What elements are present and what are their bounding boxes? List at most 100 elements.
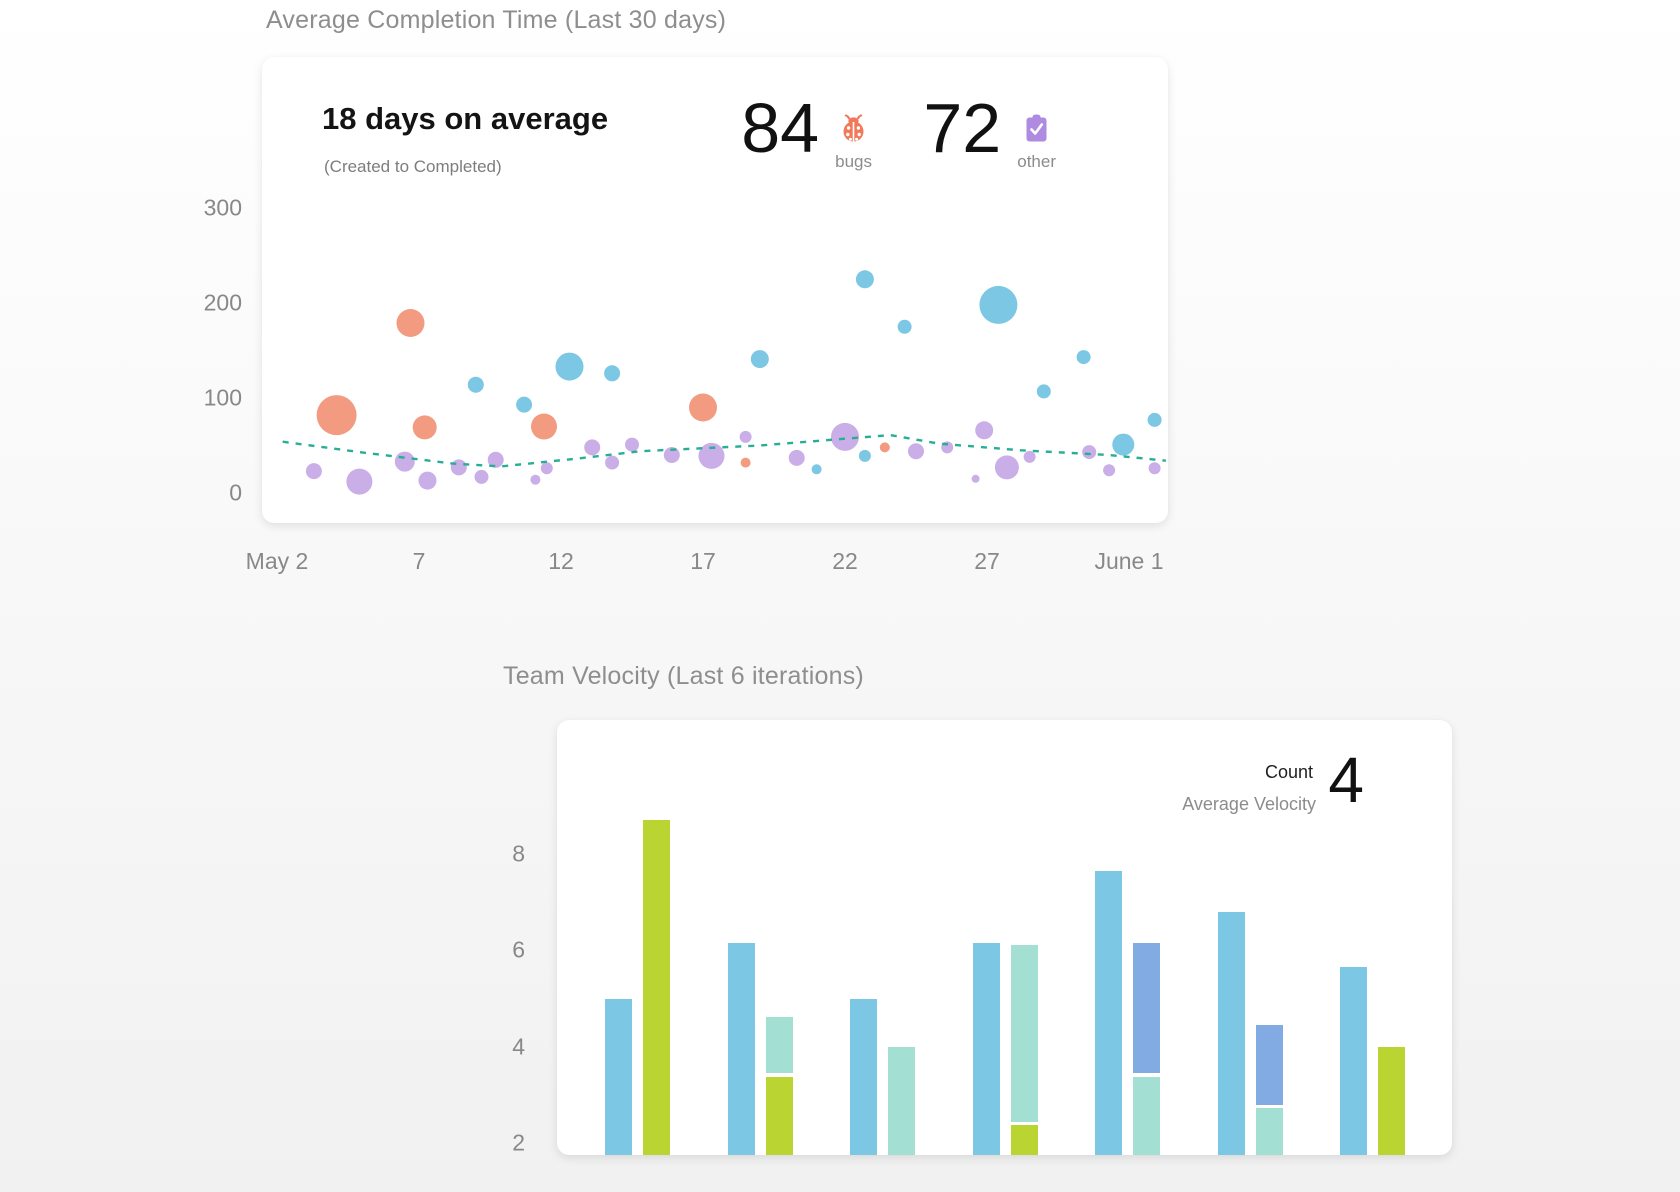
bubble-other[interactable]	[831, 422, 859, 451]
bubble-other[interactable]	[540, 462, 553, 475]
bubble-other[interactable]	[584, 439, 601, 456]
other-stat: 72 other	[923, 93, 1056, 172]
velocity-bar-segment-teal[interactable]	[888, 1046, 915, 1155]
bugs-count: 84	[741, 89, 820, 167]
completion-x-tick: May 2	[245, 548, 309, 574]
bubble-unlabeled-blue[interactable]	[811, 464, 822, 475]
velocity-bar-segment-blue[interactable]	[850, 998, 877, 1155]
bubble-other[interactable]	[908, 443, 924, 460]
completion-subtitle: (Created to Completed)	[324, 157, 502, 176]
trend-line	[282, 433, 1167, 468]
bubble-other[interactable]	[1082, 445, 1097, 460]
velocity-average-value: 4	[1328, 744, 1364, 816]
completion-x-tick: June 1	[1094, 548, 1164, 574]
bubble-other[interactable]	[698, 442, 725, 469]
velocity-bar-segment-teal[interactable]	[1010, 945, 1038, 1122]
bubble-other[interactable]	[1023, 450, 1036, 463]
velocity-bar-segment-lime[interactable]	[765, 1077, 793, 1155]
bubble-bugs[interactable]	[689, 393, 717, 422]
bubble-unlabeled-blue[interactable]	[897, 319, 912, 334]
velocity-bar-segment-blue[interactable]	[1217, 911, 1245, 1155]
bubble-other[interactable]	[305, 463, 322, 480]
velocity-count-label: Count	[1264, 762, 1313, 782]
clipboard-check-icon	[1024, 113, 1049, 148]
bubble-bugs[interactable]	[531, 413, 557, 440]
completion-y-tick: 200	[203, 289, 242, 316]
bubble-other[interactable]	[625, 437, 639, 452]
velocity-bar-segment-lime[interactable]	[1378, 1046, 1405, 1155]
bubble-other[interactable]	[394, 451, 415, 472]
bubble-other[interactable]	[739, 430, 752, 443]
bubble-unlabeled-blue[interactable]	[858, 449, 871, 462]
velocity-bar-segment-periwinkle[interactable]	[1255, 1025, 1283, 1105]
velocity-bar-segment-blue[interactable]	[1095, 870, 1122, 1155]
bubble-other[interactable]	[971, 474, 980, 483]
completion-x-tick: 27	[974, 548, 1000, 574]
completion-bubble-chart[interactable]	[262, 57, 1168, 523]
velocity-bar-segment-lime[interactable]	[643, 819, 670, 1155]
completion-x-tick: 12	[548, 548, 574, 574]
velocity-y-tick: 4	[512, 1033, 525, 1060]
velocity-bar-segment-teal[interactable]	[1133, 1077, 1160, 1155]
velocity-bar-segment-blue[interactable]	[972, 943, 1000, 1155]
completion-headline: 18 days on average	[322, 101, 609, 136]
bubble-other[interactable]	[788, 449, 805, 466]
bubble-other[interactable]	[663, 447, 680, 463]
completion-y-tick: 0	[229, 479, 242, 506]
bubble-bugs[interactable]	[412, 415, 437, 440]
other-label: other	[1017, 152, 1056, 171]
bubble-bugs[interactable]	[879, 442, 890, 453]
velocity-bar-segment-blue[interactable]	[1340, 967, 1367, 1155]
bubble-other[interactable]	[346, 468, 373, 495]
velocity-bar-chart[interactable]	[557, 720, 1452, 1155]
completion-widget-title: Average Completion Time (Last 30 days)	[266, 6, 727, 34]
velocity-bar-segment-teal[interactable]	[1255, 1108, 1283, 1155]
bugs-stat: 84	[741, 93, 872, 172]
completion-x-axis: May 2 7 12 17 22 27 June 1	[246, 548, 1168, 578]
velocity-widget-title: Team Velocity (Last 6 iterations)	[503, 662, 864, 690]
velocity-bar-segment-blue[interactable]	[727, 943, 755, 1155]
other-count: 72	[923, 89, 1002, 167]
bubble-unlabeled-blue[interactable]	[555, 352, 584, 381]
velocity-y-tick: 2	[512, 1129, 525, 1156]
bubble-unlabeled-blue[interactable]	[516, 396, 533, 413]
bubble-other[interactable]	[530, 474, 541, 485]
bubble-other[interactable]	[1103, 464, 1116, 477]
ladybug-icon	[840, 113, 867, 148]
completion-time-widget[interactable]: 18 days on average (Created to Completed…	[262, 57, 1168, 523]
velocity-bar-segment-periwinkle[interactable]	[1133, 943, 1160, 1074]
bubble-unlabeled-blue[interactable]	[979, 285, 1018, 324]
bubble-other[interactable]	[605, 455, 620, 470]
velocity-average-label: Average Velocity	[1182, 794, 1316, 814]
velocity-bar-segment-blue[interactable]	[605, 998, 632, 1155]
completion-x-tick: 7	[412, 548, 426, 574]
bubble-other[interactable]	[450, 459, 467, 476]
completion-y-tick: 300	[203, 194, 242, 221]
completion-y-tick: 100	[203, 384, 242, 411]
completion-x-tick: 22	[832, 548, 858, 574]
bubble-unlabeled-blue[interactable]	[604, 365, 621, 382]
bubble-unlabeled-blue[interactable]	[1076, 350, 1091, 365]
bubble-other[interactable]	[1148, 462, 1161, 475]
bubble-bugs[interactable]	[316, 395, 357, 436]
bubble-unlabeled-blue[interactable]	[855, 270, 874, 289]
completion-x-tick: 17	[690, 548, 716, 574]
bubble-bugs[interactable]	[740, 457, 751, 468]
velocity-y-tick: 8	[512, 840, 525, 867]
bubble-bugs[interactable]	[396, 309, 425, 337]
bubble-other[interactable]	[418, 471, 437, 490]
bubble-other[interactable]	[994, 455, 1019, 480]
velocity-bar-segment-lime[interactable]	[1010, 1125, 1038, 1155]
bubble-other[interactable]	[975, 421, 994, 440]
velocity-bar-segment-teal[interactable]	[765, 1016, 793, 1074]
bubble-other[interactable]	[474, 469, 489, 484]
bubble-unlabeled-blue[interactable]	[467, 376, 484, 393]
velocity-y-tick: 6	[512, 936, 525, 963]
bubble-unlabeled-blue[interactable]	[750, 350, 769, 369]
bubble-unlabeled-blue[interactable]	[1112, 433, 1135, 456]
bubble-unlabeled-blue[interactable]	[1147, 412, 1162, 427]
bubble-other[interactable]	[487, 451, 504, 468]
bubble-unlabeled-blue[interactable]	[1036, 384, 1051, 399]
team-velocity-widget[interactable]: Count Average Velocity 4	[557, 720, 1452, 1155]
